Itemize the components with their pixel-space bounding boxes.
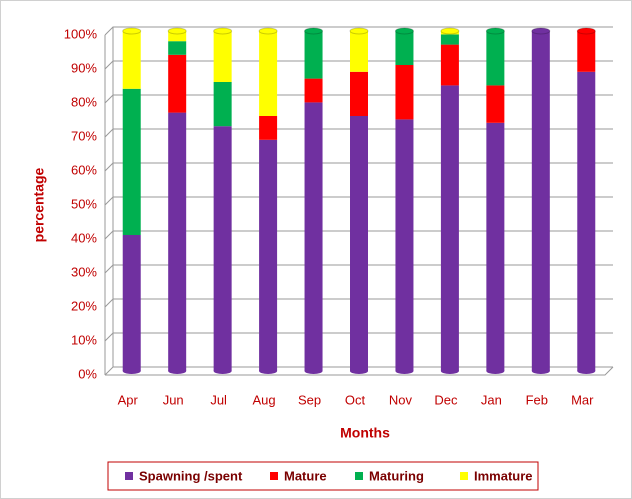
bar-segment <box>440 44 459 86</box>
bar-base <box>122 368 141 374</box>
x-axis-title: Months <box>340 425 390 441</box>
bar-segment <box>304 102 323 372</box>
bar-segment <box>168 31 187 42</box>
y-tick-label: 0% <box>78 366 97 381</box>
bar-segment <box>259 31 278 116</box>
bar-segment <box>168 41 187 55</box>
bar-segment <box>350 71 368 116</box>
bar-segment <box>304 31 323 79</box>
bar-segment <box>395 65 414 120</box>
bar-cap <box>485 27 505 35</box>
x-tick-label: Feb <box>526 392 548 407</box>
y-tick-label: 70% <box>71 128 97 143</box>
y-tick-label: 40% <box>71 230 97 245</box>
y-tick-label: 30% <box>71 264 97 279</box>
bar-segment <box>259 139 278 371</box>
bar-segment <box>350 31 368 72</box>
bar-base <box>304 368 323 374</box>
y-tick-label: 10% <box>71 332 97 347</box>
legend-swatch <box>125 472 133 480</box>
legend-label: Spawning /spent <box>139 468 243 483</box>
bar-segment <box>350 116 368 371</box>
x-tick-label: Oct <box>345 392 366 407</box>
bar-cap <box>258 27 278 35</box>
bar-segment <box>304 78 323 103</box>
x-tick-label: Dec <box>434 392 458 407</box>
bar-segment <box>213 126 232 371</box>
y-axis-title: percentage <box>31 167 47 242</box>
bar-base <box>577 368 596 374</box>
bar-segment <box>168 112 187 371</box>
bar-segment <box>122 31 141 89</box>
bar-cap <box>576 27 596 35</box>
bar-base <box>531 368 550 374</box>
bar-segment <box>577 71 596 372</box>
bar-segment <box>395 119 414 372</box>
y-tick-label: 80% <box>71 94 97 109</box>
bar-segment <box>168 54 187 113</box>
bar-cap <box>167 27 187 35</box>
y-tick-label: 60% <box>71 162 97 177</box>
y-tick-label: 20% <box>71 298 97 313</box>
bar-segment <box>531 31 550 371</box>
x-tick-label: Apr <box>118 392 139 407</box>
x-tick-label: Sep <box>298 392 321 407</box>
y-tick-label: 100% <box>64 26 98 41</box>
bar-segment <box>486 31 505 86</box>
y-tick-label: 90% <box>71 60 97 75</box>
bar-segment <box>486 85 505 123</box>
x-tick-label: Aug <box>253 392 276 407</box>
bar-base <box>259 368 278 374</box>
grid-line <box>104 26 613 36</box>
bar-segment <box>440 34 459 45</box>
bar-cap <box>213 27 233 35</box>
bar-segment <box>486 122 505 371</box>
bar-cap <box>122 27 142 35</box>
bar-cap <box>531 27 551 35</box>
bar-cap <box>304 27 324 35</box>
legend-swatch <box>355 472 363 480</box>
bar-cap <box>349 27 369 35</box>
legend-label: Maturing <box>369 468 424 483</box>
x-tick-label: Jul <box>210 392 227 407</box>
bar-segment <box>213 31 232 82</box>
bar-segment <box>213 82 232 127</box>
legend-swatch <box>270 472 278 480</box>
x-tick-label: Mar <box>571 392 594 407</box>
bar-base <box>395 368 414 374</box>
bar-segment <box>395 31 414 65</box>
x-tick-label: Nov <box>389 392 413 407</box>
bar-base <box>440 368 459 374</box>
x-tick-label: Jan <box>481 392 502 407</box>
bar-segment <box>577 31 596 72</box>
x-tick-label: Jun <box>163 392 184 407</box>
bar-segment <box>122 235 141 371</box>
legend-label: Mature <box>284 468 327 483</box>
bar-base <box>486 368 505 374</box>
bar-segment <box>122 88 141 235</box>
bar-base <box>213 368 232 374</box>
bar-segment <box>440 85 459 372</box>
bar-base <box>350 368 368 374</box>
floor <box>105 366 614 376</box>
legend-label: Immature <box>474 468 533 483</box>
bar-base <box>168 368 187 374</box>
legend-swatch <box>460 472 468 480</box>
bar-cap <box>394 27 414 35</box>
y-tick-label: 50% <box>71 196 97 211</box>
bar-segment <box>259 116 278 140</box>
bar-cap <box>440 27 460 35</box>
